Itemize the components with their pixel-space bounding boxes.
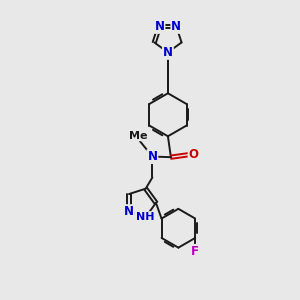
Text: Me: Me [129, 131, 148, 141]
Text: N: N [124, 205, 134, 218]
Text: NH: NH [136, 212, 154, 222]
Text: N: N [154, 20, 164, 33]
Text: F: F [191, 245, 199, 258]
Text: N: N [147, 150, 158, 163]
Text: N: N [171, 20, 181, 33]
Text: O: O [189, 148, 199, 161]
Text: N: N [163, 46, 173, 59]
